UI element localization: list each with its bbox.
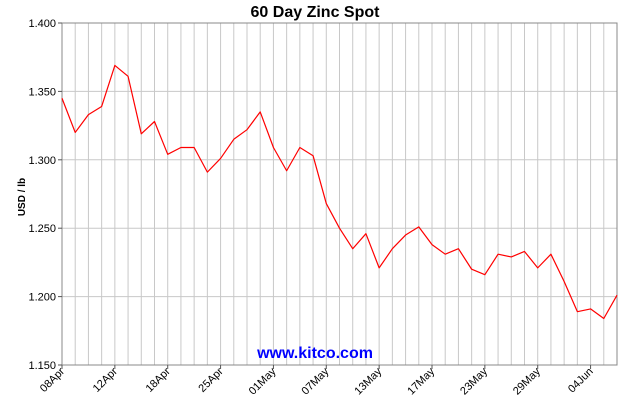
y-tick-label: 1.400 [28, 18, 56, 30]
x-tick-label: 12Apr [91, 365, 120, 394]
y-tick-labels: 1.400 1.350 1.300 1.250 1.200 1.150 [28, 18, 62, 372]
x-tick-label: 23May [458, 365, 490, 397]
x-tick-label: 25Apr [196, 365, 225, 394]
y-tick-label: 1.200 [28, 292, 56, 304]
watermark-text: www.kitco.com [256, 345, 373, 362]
price-line [61, 64, 618, 320]
x-tick-label: 07May [300, 365, 332, 397]
x-tick-label: 01May [247, 365, 279, 397]
x-tick-label: 04Jun [566, 366, 596, 396]
y-axis-label: USD / lb [17, 178, 28, 216]
plot-area-border [61, 22, 618, 366]
x-tick-label: 13May [352, 365, 384, 397]
x-tick-label: 29May [511, 365, 543, 397]
x-tick-label: 18Apr [144, 365, 173, 394]
y-tick-label: 1.300 [28, 155, 56, 167]
chart-title: 60 Day Zinc Spot [251, 4, 381, 21]
grid-lines [61, 22, 618, 366]
y-tick-label: 1.150 [28, 360, 56, 372]
y-tick-label: 1.250 [28, 223, 56, 235]
x-tick-labels: 08Apr 12Apr 18Apr 25Apr 01May 07May 13May 17May… [38, 365, 596, 397]
x-tick-label: 17May [405, 365, 437, 397]
price-series [61, 64, 618, 320]
y-tick-label: 1.350 [28, 86, 56, 98]
